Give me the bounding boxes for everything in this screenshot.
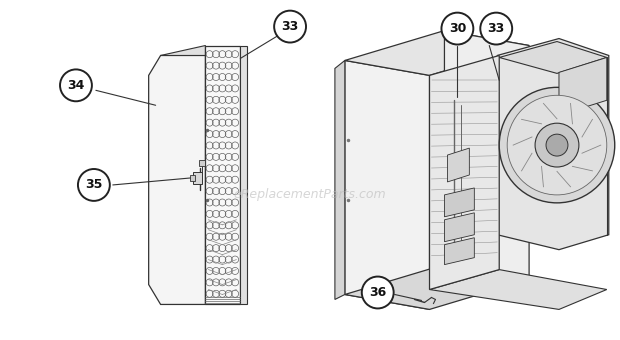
Circle shape <box>480 13 512 45</box>
Polygon shape <box>430 55 499 289</box>
Circle shape <box>441 13 473 45</box>
Polygon shape <box>161 46 205 55</box>
Polygon shape <box>559 57 607 115</box>
Circle shape <box>546 134 568 156</box>
Polygon shape <box>445 213 474 242</box>
Text: 35: 35 <box>85 178 102 191</box>
Text: eReplacementParts.com: eReplacementParts.com <box>234 188 386 201</box>
Polygon shape <box>205 46 241 304</box>
Circle shape <box>362 276 394 308</box>
Polygon shape <box>345 265 529 309</box>
Circle shape <box>535 123 579 167</box>
Text: 33: 33 <box>487 22 505 35</box>
Text: 33: 33 <box>281 20 299 33</box>
Circle shape <box>60 69 92 101</box>
Polygon shape <box>445 188 474 217</box>
Circle shape <box>499 87 615 203</box>
Polygon shape <box>445 238 474 265</box>
Circle shape <box>78 169 110 201</box>
Polygon shape <box>445 31 529 279</box>
Text: 36: 36 <box>369 286 386 299</box>
FancyBboxPatch shape <box>193 172 203 184</box>
Circle shape <box>507 95 607 195</box>
Polygon shape <box>497 38 609 250</box>
Polygon shape <box>335 61 345 300</box>
Polygon shape <box>499 41 607 73</box>
FancyBboxPatch shape <box>190 175 195 181</box>
Circle shape <box>274 11 306 42</box>
FancyBboxPatch shape <box>200 160 205 166</box>
Polygon shape <box>345 61 430 309</box>
Text: 30: 30 <box>449 22 466 35</box>
Polygon shape <box>430 270 607 309</box>
Text: 34: 34 <box>68 79 85 92</box>
Polygon shape <box>149 55 205 304</box>
Polygon shape <box>345 31 529 75</box>
FancyBboxPatch shape <box>241 46 247 304</box>
Polygon shape <box>448 148 469 182</box>
